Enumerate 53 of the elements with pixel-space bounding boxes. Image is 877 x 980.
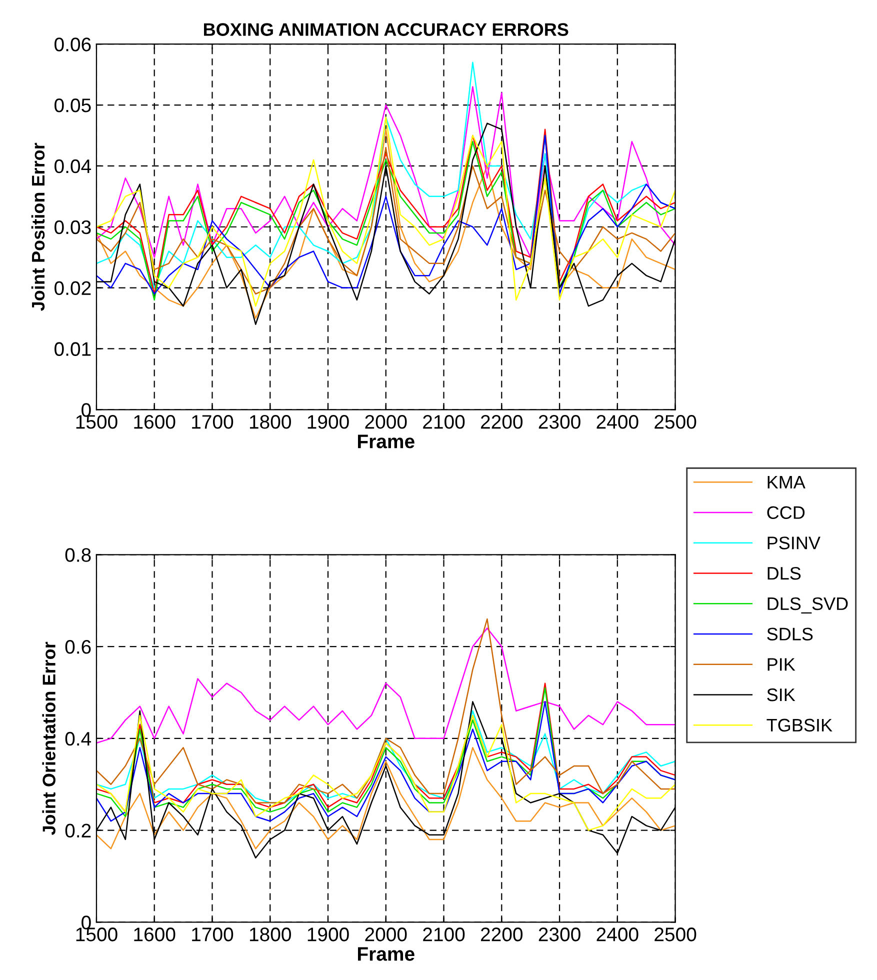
x-tick-label: 1800: [250, 415, 291, 429]
line-series: [96, 714, 676, 831]
legend-label: DLS: [768, 566, 801, 580]
x-tick-label: 1500: [76, 928, 118, 942]
y-tick-label: 0.8: [65, 548, 91, 562]
x-axis-title: Frame: [358, 947, 414, 961]
x-tick-label: 2200: [480, 928, 523, 942]
legend-label: SDLS: [767, 628, 813, 640]
legend-label: TGBSIK: [766, 718, 832, 732]
x-tick-label: 2100: [423, 415, 465, 429]
line-series: [96, 746, 676, 850]
legend-label: KMA: [768, 476, 806, 488]
y-tick-label: 0.03: [54, 220, 91, 234]
y-tick-label: 0.05: [54, 98, 91, 112]
x-tick-label: 2500: [654, 415, 696, 429]
y-tick-label: 0.06: [54, 38, 91, 52]
y-tick-label: 0.4: [65, 732, 92, 746]
legend-label: DLS_SVD: [768, 597, 848, 614]
x-tick-label: 2400: [596, 928, 638, 942]
x-tick-label: 2300: [538, 415, 580, 429]
y-axis-title: Joint Orientation Error: [42, 642, 56, 835]
x-tick-label: 2000: [365, 928, 407, 942]
y-tick-label: 0.6: [65, 640, 91, 654]
y-tick-label: 0.2: [65, 824, 91, 838]
x-tick-label: 1700: [192, 415, 234, 429]
x-tick-label: 1900: [308, 928, 349, 942]
legend-label: PSINV: [768, 536, 820, 550]
x-tick-label: 2000: [365, 415, 407, 429]
x-tick-label: 2100: [423, 928, 465, 942]
legend-label: CCD: [767, 506, 805, 519]
x-axis-title: Frame: [358, 434, 414, 448]
x-tick-label: 2200: [480, 415, 523, 429]
y-tick-label: 0.01: [54, 342, 91, 356]
y-tick-label: 0.04: [54, 159, 92, 174]
y-tick-label: 0.02: [54, 281, 91, 296]
y-tick-label: 0: [82, 916, 91, 930]
legend-label: SIK: [767, 688, 796, 702]
x-tick-label: 2400: [596, 415, 638, 429]
y-tick-label: 0: [82, 403, 91, 417]
x-tick-label: 1700: [192, 928, 234, 942]
line-series: [96, 86, 676, 258]
x-tick-label: 1600: [134, 928, 176, 942]
x-tick-label: 2300: [538, 928, 580, 942]
x-tick-label: 1600: [134, 415, 176, 429]
x-tick-label: 1900: [308, 415, 349, 429]
line-series: [96, 618, 676, 804]
legend-label: PIK: [768, 658, 796, 671]
chart-title: BOXING ANIMATION ACCURACY ERRORS: [204, 23, 568, 36]
x-tick-label: 1800: [250, 928, 291, 942]
x-tick-label: 1500: [76, 415, 118, 429]
x-tick-label: 2500: [654, 928, 696, 942]
y-axis-title: Joint Position Error: [31, 142, 45, 311]
line-series: [96, 628, 676, 744]
